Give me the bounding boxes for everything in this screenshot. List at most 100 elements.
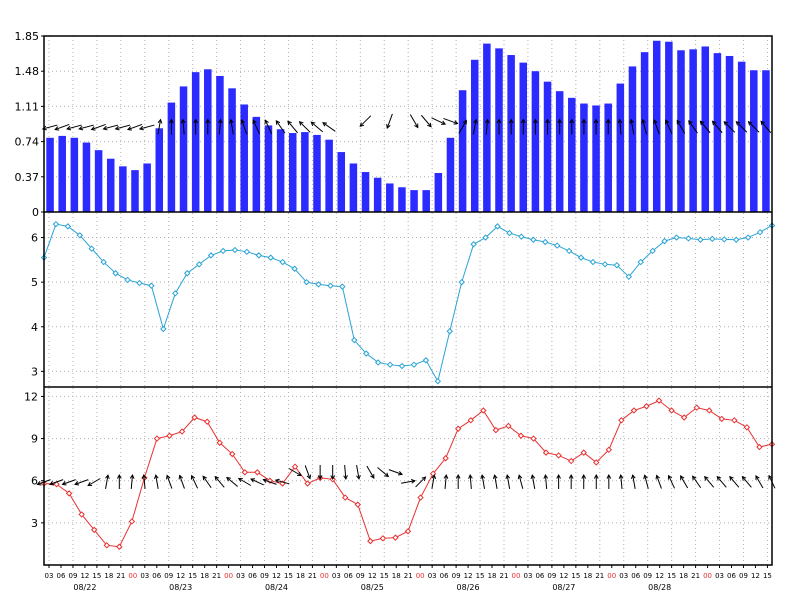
- arrow-shaft: [115, 124, 131, 130]
- direction-arrow: [606, 473, 612, 489]
- hour-label: 03: [45, 572, 54, 580]
- data-point: [709, 235, 716, 243]
- arrow-shaft: [182, 119, 185, 135]
- data-point: [470, 241, 477, 248]
- bar: [179, 86, 188, 212]
- data-point: [404, 528, 412, 535]
- direction-arrow: [359, 115, 372, 128]
- direction-arrow: [178, 474, 185, 489]
- direction-arrow: [458, 119, 467, 134]
- arrow-head: [102, 125, 108, 131]
- arrow-shaft: [755, 475, 764, 489]
- direction-arrow: [401, 479, 416, 484]
- arrow-head: [414, 123, 419, 129]
- direction-arrow: [716, 475, 727, 488]
- arrow-head: [138, 125, 144, 131]
- data-point: [593, 459, 600, 466]
- hour-label: 03: [715, 572, 724, 580]
- direction-arrow: [704, 475, 715, 488]
- hour-label: 09: [739, 572, 748, 580]
- arrow-shaft: [668, 475, 675, 489]
- arrow-shaft: [252, 119, 260, 135]
- grid-layer: [44, 36, 772, 565]
- bar: [616, 83, 625, 212]
- arrow-shaft: [688, 120, 698, 134]
- wave-height-panel: 0 0.37 0.74 1.11 1.48 1.85: [15, 30, 772, 219]
- hour-label: 00: [320, 572, 329, 580]
- hour-label: 00: [703, 572, 712, 580]
- bar: [204, 69, 212, 212]
- arrow-head: [229, 118, 234, 124]
- arrow-shaft: [704, 476, 715, 488]
- arrow-head: [431, 474, 437, 480]
- direction-arrow: [114, 124, 131, 131]
- data-point: [494, 223, 501, 230]
- bar: [689, 49, 697, 212]
- data-point: [518, 233, 525, 240]
- hour-label: 03: [332, 572, 341, 580]
- direction-arrow: [48, 479, 64, 486]
- bar: [191, 72, 200, 212]
- arrow-head: [61, 481, 67, 486]
- data-point: [112, 270, 119, 277]
- hour-label: 09: [452, 572, 461, 580]
- arrow-shaft: [431, 475, 435, 489]
- arrow-head: [664, 119, 670, 125]
- data-point: [339, 283, 346, 290]
- bar: [46, 137, 54, 212]
- arrow-head: [105, 474, 110, 480]
- data-point: [166, 432, 173, 439]
- y-tick-label: 1.48: [15, 65, 40, 78]
- hour-label: 21: [116, 572, 125, 580]
- bar: [592, 105, 600, 212]
- arrow-shaft: [322, 122, 336, 132]
- direction-arrow: [455, 473, 461, 489]
- bar: [131, 170, 139, 212]
- bar: [155, 128, 164, 212]
- data-point: [291, 463, 299, 470]
- direction-arrow: [711, 120, 723, 134]
- data-point: [367, 537, 374, 545]
- bar: [434, 172, 443, 212]
- data-point: [417, 494, 424, 501]
- hour-label: 03: [619, 572, 628, 580]
- y-tick-label: 1.85: [15, 30, 40, 43]
- data-point: [605, 446, 613, 454]
- arrow-head: [618, 473, 624, 479]
- bar: [555, 91, 564, 212]
- bar: [580, 103, 588, 212]
- data-point: [207, 252, 215, 259]
- direction-arrow: [617, 118, 623, 135]
- arrow-head: [545, 118, 550, 124]
- hour-label: 21: [212, 572, 221, 580]
- arrow-head: [410, 479, 416, 484]
- data-point: [172, 290, 179, 297]
- arrow-head: [641, 118, 646, 124]
- hour-label: 06: [631, 572, 640, 580]
- data-point: [756, 228, 764, 236]
- arrow-shaft: [630, 119, 635, 135]
- arrow-head: [306, 474, 312, 480]
- arrow-head: [214, 475, 220, 481]
- direction-arrow: [517, 474, 524, 489]
- data-point: [673, 234, 680, 241]
- bar: [167, 102, 176, 212]
- data-point: [721, 236, 728, 243]
- arrow-shaft: [62, 479, 76, 485]
- data-point: [116, 543, 123, 550]
- arrow-shaft: [431, 117, 446, 125]
- direction-arrow: [226, 476, 238, 487]
- bar: [458, 90, 467, 212]
- hour-label: 12: [559, 572, 568, 580]
- data-point: [467, 417, 474, 424]
- bar: [58, 135, 66, 212]
- hour-label: 12: [80, 572, 89, 580]
- arrow-head: [330, 475, 336, 481]
- data-point: [505, 422, 512, 430]
- data-point: [195, 261, 203, 268]
- arrow-head: [768, 474, 773, 480]
- bar: [216, 75, 224, 212]
- direction-arrow: [543, 473, 549, 490]
- direction-arrow: [240, 118, 248, 135]
- bar: [288, 133, 297, 212]
